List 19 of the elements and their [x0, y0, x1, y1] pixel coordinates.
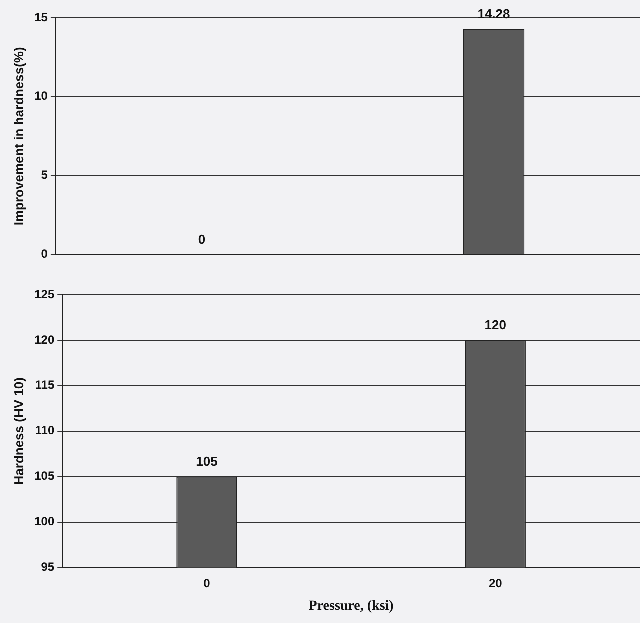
- data-label: 0: [198, 232, 206, 247]
- y-tick-label: 0: [41, 247, 48, 262]
- x-tick-label: 20: [488, 576, 503, 590]
- y-tick-label: 125: [34, 287, 55, 302]
- data-label: 105: [196, 454, 218, 469]
- data-label: 14.28: [478, 6, 510, 22]
- y-tick-label: 105: [34, 469, 55, 484]
- y-axis-title: Improvement in hardness(%): [11, 47, 26, 226]
- y-tick-label: 100: [34, 514, 55, 529]
- data-label: 120: [484, 318, 507, 333]
- y-tick-label: 120: [34, 332, 55, 347]
- y-axis-title: Hardness (HV 10): [11, 378, 26, 486]
- y-tick-label: 5: [41, 168, 48, 182]
- x-axis-title: Pressure, (ksi): [308, 599, 394, 614]
- y-tick-label: 95: [41, 560, 55, 574]
- y-tick-label: 15: [34, 10, 48, 24]
- y-tick-label: 110: [35, 424, 55, 438]
- y-tick-label: 115: [35, 378, 55, 392]
- y-tick-label: 10: [34, 89, 48, 104]
